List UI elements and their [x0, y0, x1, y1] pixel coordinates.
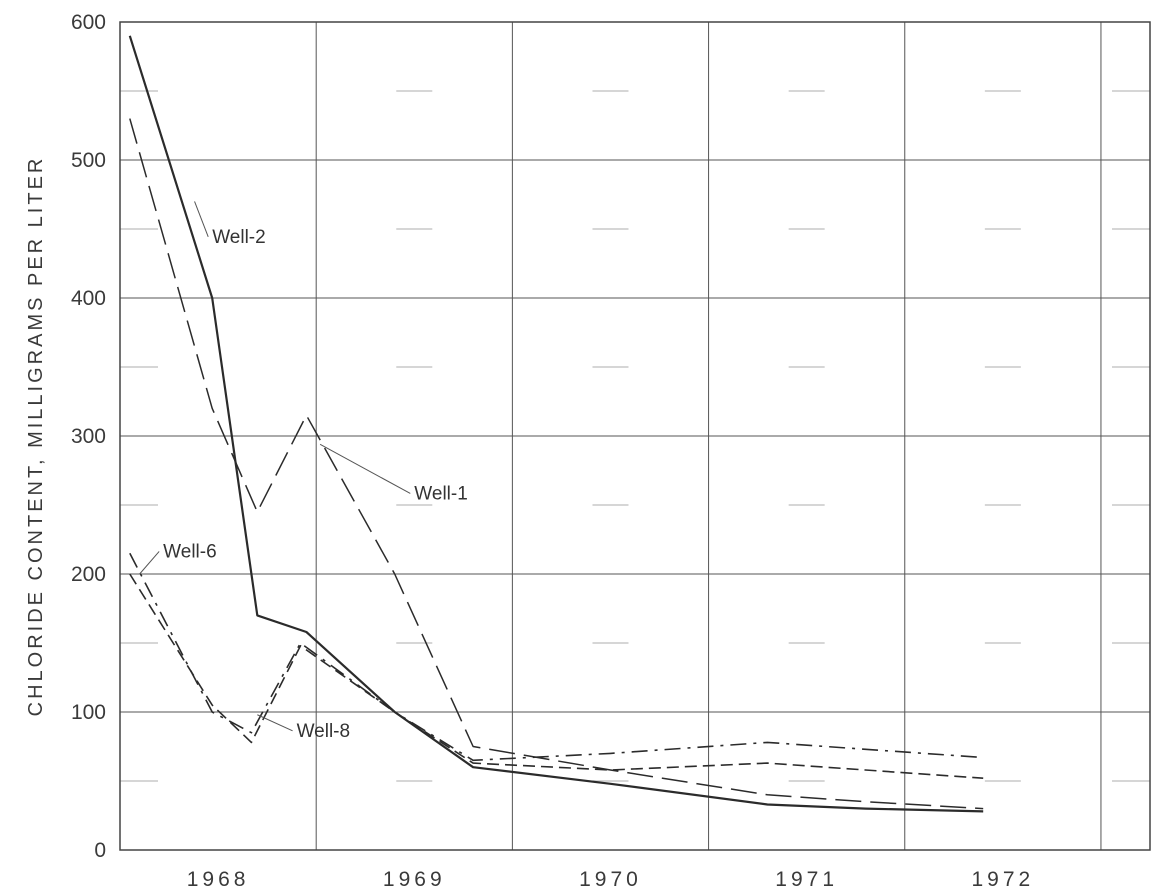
- y-tick-label-100: 100: [71, 701, 106, 724]
- minor-tick-marks: [120, 90, 1150, 782]
- x-tick-label-1972: 1972: [971, 868, 1034, 891]
- y-tick-label-0: 0: [94, 839, 106, 862]
- series-line-well-2: [128, 35, 984, 813]
- annotation-well-2: Well-2: [212, 227, 266, 248]
- grid-lines: [120, 22, 1150, 850]
- y-tick-label-200: 200: [71, 563, 106, 586]
- y-tick-labels: 0 100 200 300 400 500 600: [71, 11, 106, 862]
- y-axis-title: CHLORIDE CONTENT, MILLIGRAMS PER LITER: [25, 156, 47, 717]
- series-lines: [128, 35, 984, 813]
- annotation-well-8: Well-8: [297, 721, 351, 742]
- x-tick-labels: 1968 1969 1970 1971 1972: [187, 868, 1034, 891]
- series-line-well-6: [129, 552, 984, 762]
- y-tick-label-300: 300: [71, 425, 106, 448]
- well-labels: Well-2 Well-1 Well-6 Well-8: [163, 227, 468, 742]
- x-tick-label-1968: 1968: [187, 868, 250, 891]
- x-tick-label-1969: 1969: [383, 868, 446, 891]
- leader-line-1: [319, 443, 411, 494]
- annotation-well-6: Well-6: [163, 541, 217, 562]
- y-tick-label-400: 400: [71, 287, 106, 310]
- leader-line-2: [139, 551, 160, 575]
- leader-line-3: [257, 714, 293, 732]
- x-tick-label-1971: 1971: [775, 868, 838, 891]
- y-tick-label-600: 600: [71, 11, 106, 34]
- series-line-well-8: [129, 573, 984, 779]
- leader-line-0: [194, 201, 209, 237]
- y-tick-label-500: 500: [71, 149, 106, 172]
- label-leader-lines: [139, 201, 411, 732]
- series-line-well-1: [129, 118, 984, 810]
- x-tick-label-1970: 1970: [579, 868, 642, 891]
- annotation-well-1: Well-1: [414, 483, 468, 504]
- plot-frame: [119, 21, 1151, 851]
